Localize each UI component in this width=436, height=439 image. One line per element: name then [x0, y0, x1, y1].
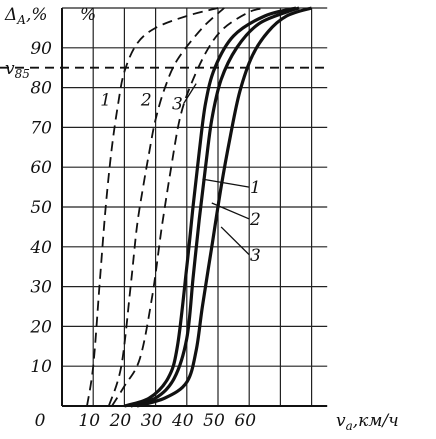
y-tick-label: 20: [29, 317, 52, 337]
x-tick-label: 20: [109, 411, 132, 431]
series-line-dashed-2: [107, 7, 225, 407]
x-tick-label: 30: [141, 411, 163, 431]
x-tick-label: 40: [171, 411, 194, 431]
series-layer: [86, 6, 313, 408]
y-tick-label: 80: [30, 79, 52, 99]
x-axis-label-subscript: a: [346, 419, 353, 433]
curve-label: 2: [140, 91, 152, 111]
curve-leader-line: [202, 178, 250, 188]
series-line-solid-2: [130, 6, 300, 408]
x-tick-label: 10: [78, 411, 100, 431]
curve-label: 1: [250, 178, 261, 198]
v85-reference-label: v85: [5, 59, 30, 81]
y-tick-label: 70: [30, 118, 52, 138]
x-tick-label: 60: [234, 411, 256, 431]
curve-leader-line: [211, 202, 250, 220]
x-axis-label: va,км/ч: [336, 411, 399, 433]
y-top-tick-label: %: [80, 5, 96, 25]
curve-label: 2: [249, 210, 261, 230]
series-line-dashed-3: [111, 7, 266, 407]
leader-layer: [183, 83, 250, 256]
y-tick-label: 10: [30, 357, 52, 377]
curve-leader-line: [220, 226, 250, 256]
curve-leader-line: [183, 83, 197, 104]
x-axis-label-unit: ,км/ч: [353, 411, 399, 431]
series-line-solid-3: [136, 6, 313, 408]
v85-symbol: v: [5, 59, 15, 79]
y-axis-label: ΔA,%: [4, 5, 48, 27]
y-tick-label: 90: [30, 39, 52, 59]
curve-label: 3: [250, 246, 261, 266]
y-tick-label: 60: [30, 158, 52, 178]
curve-label: 3: [172, 95, 183, 115]
series-line-solid-1: [123, 6, 297, 408]
y-axis-label-subscript: A: [16, 13, 26, 27]
y-tick-label: 30: [30, 278, 52, 298]
curve-label: 1: [100, 91, 111, 111]
series-line-dashed-1: [86, 7, 219, 407]
y-tick-label: 50: [30, 198, 52, 218]
x-axis-label-symbol: v: [336, 411, 346, 431]
x-tick-label: 0: [35, 411, 46, 431]
x-tick-label: 50: [203, 411, 225, 431]
y-tick-label: 40: [29, 238, 52, 258]
y-axis-label-unit: ,%: [26, 5, 48, 25]
y-axis-label-symbol: Δ: [4, 5, 17, 25]
axes: [61, 8, 328, 407]
v85-subscript: 85: [15, 67, 30, 81]
